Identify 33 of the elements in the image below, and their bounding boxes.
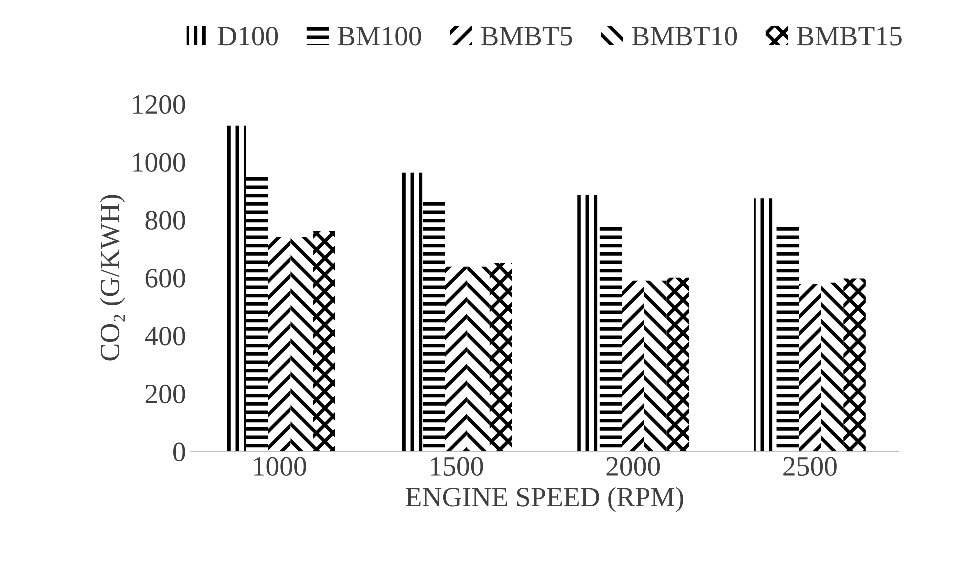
- y-tick-label: 200: [146, 384, 186, 404]
- bar: [844, 278, 866, 452]
- bar: [445, 266, 468, 452]
- y-tick-label: 0: [174, 442, 186, 462]
- y-tick-label: 400: [145, 326, 186, 346]
- bar: [666, 278, 690, 452]
- bar: [400, 172, 424, 452]
- bar: [313, 231, 336, 452]
- x-tick-label: 2000: [606, 457, 660, 476]
- y-axis-title: CO₂ (G/KWH): [100, 195, 126, 361]
- bar: [821, 282, 844, 452]
- x-tick-label: 1000: [254, 457, 306, 476]
- x-tick-label: 1500: [431, 457, 484, 476]
- y-tick-label: 1200: [133, 95, 186, 114]
- y-tick-label: 600: [146, 269, 186, 288]
- bar: [578, 195, 600, 452]
- y-tick-label: 800: [146, 211, 186, 230]
- legend-label: D100: [218, 27, 278, 46]
- legend-label: BMBT15: [797, 27, 902, 46]
- bar: [290, 237, 314, 452]
- legend-label: BM100: [338, 27, 422, 46]
- x-axis-title: ENGINE SPEED (RPM): [406, 487, 684, 512]
- bar: [246, 174, 268, 452]
- y-tick-label: 1000: [133, 153, 186, 172]
- x-tick-label: 2500: [784, 457, 837, 476]
- legend-label: BMBT5: [482, 27, 572, 46]
- bar: [468, 266, 490, 452]
- bar: [490, 263, 512, 452]
- bar: [268, 237, 291, 452]
- bar: [644, 280, 667, 452]
- bar: [622, 280, 644, 452]
- legend-label: BMBT10: [632, 27, 738, 46]
- bar: [799, 284, 822, 452]
